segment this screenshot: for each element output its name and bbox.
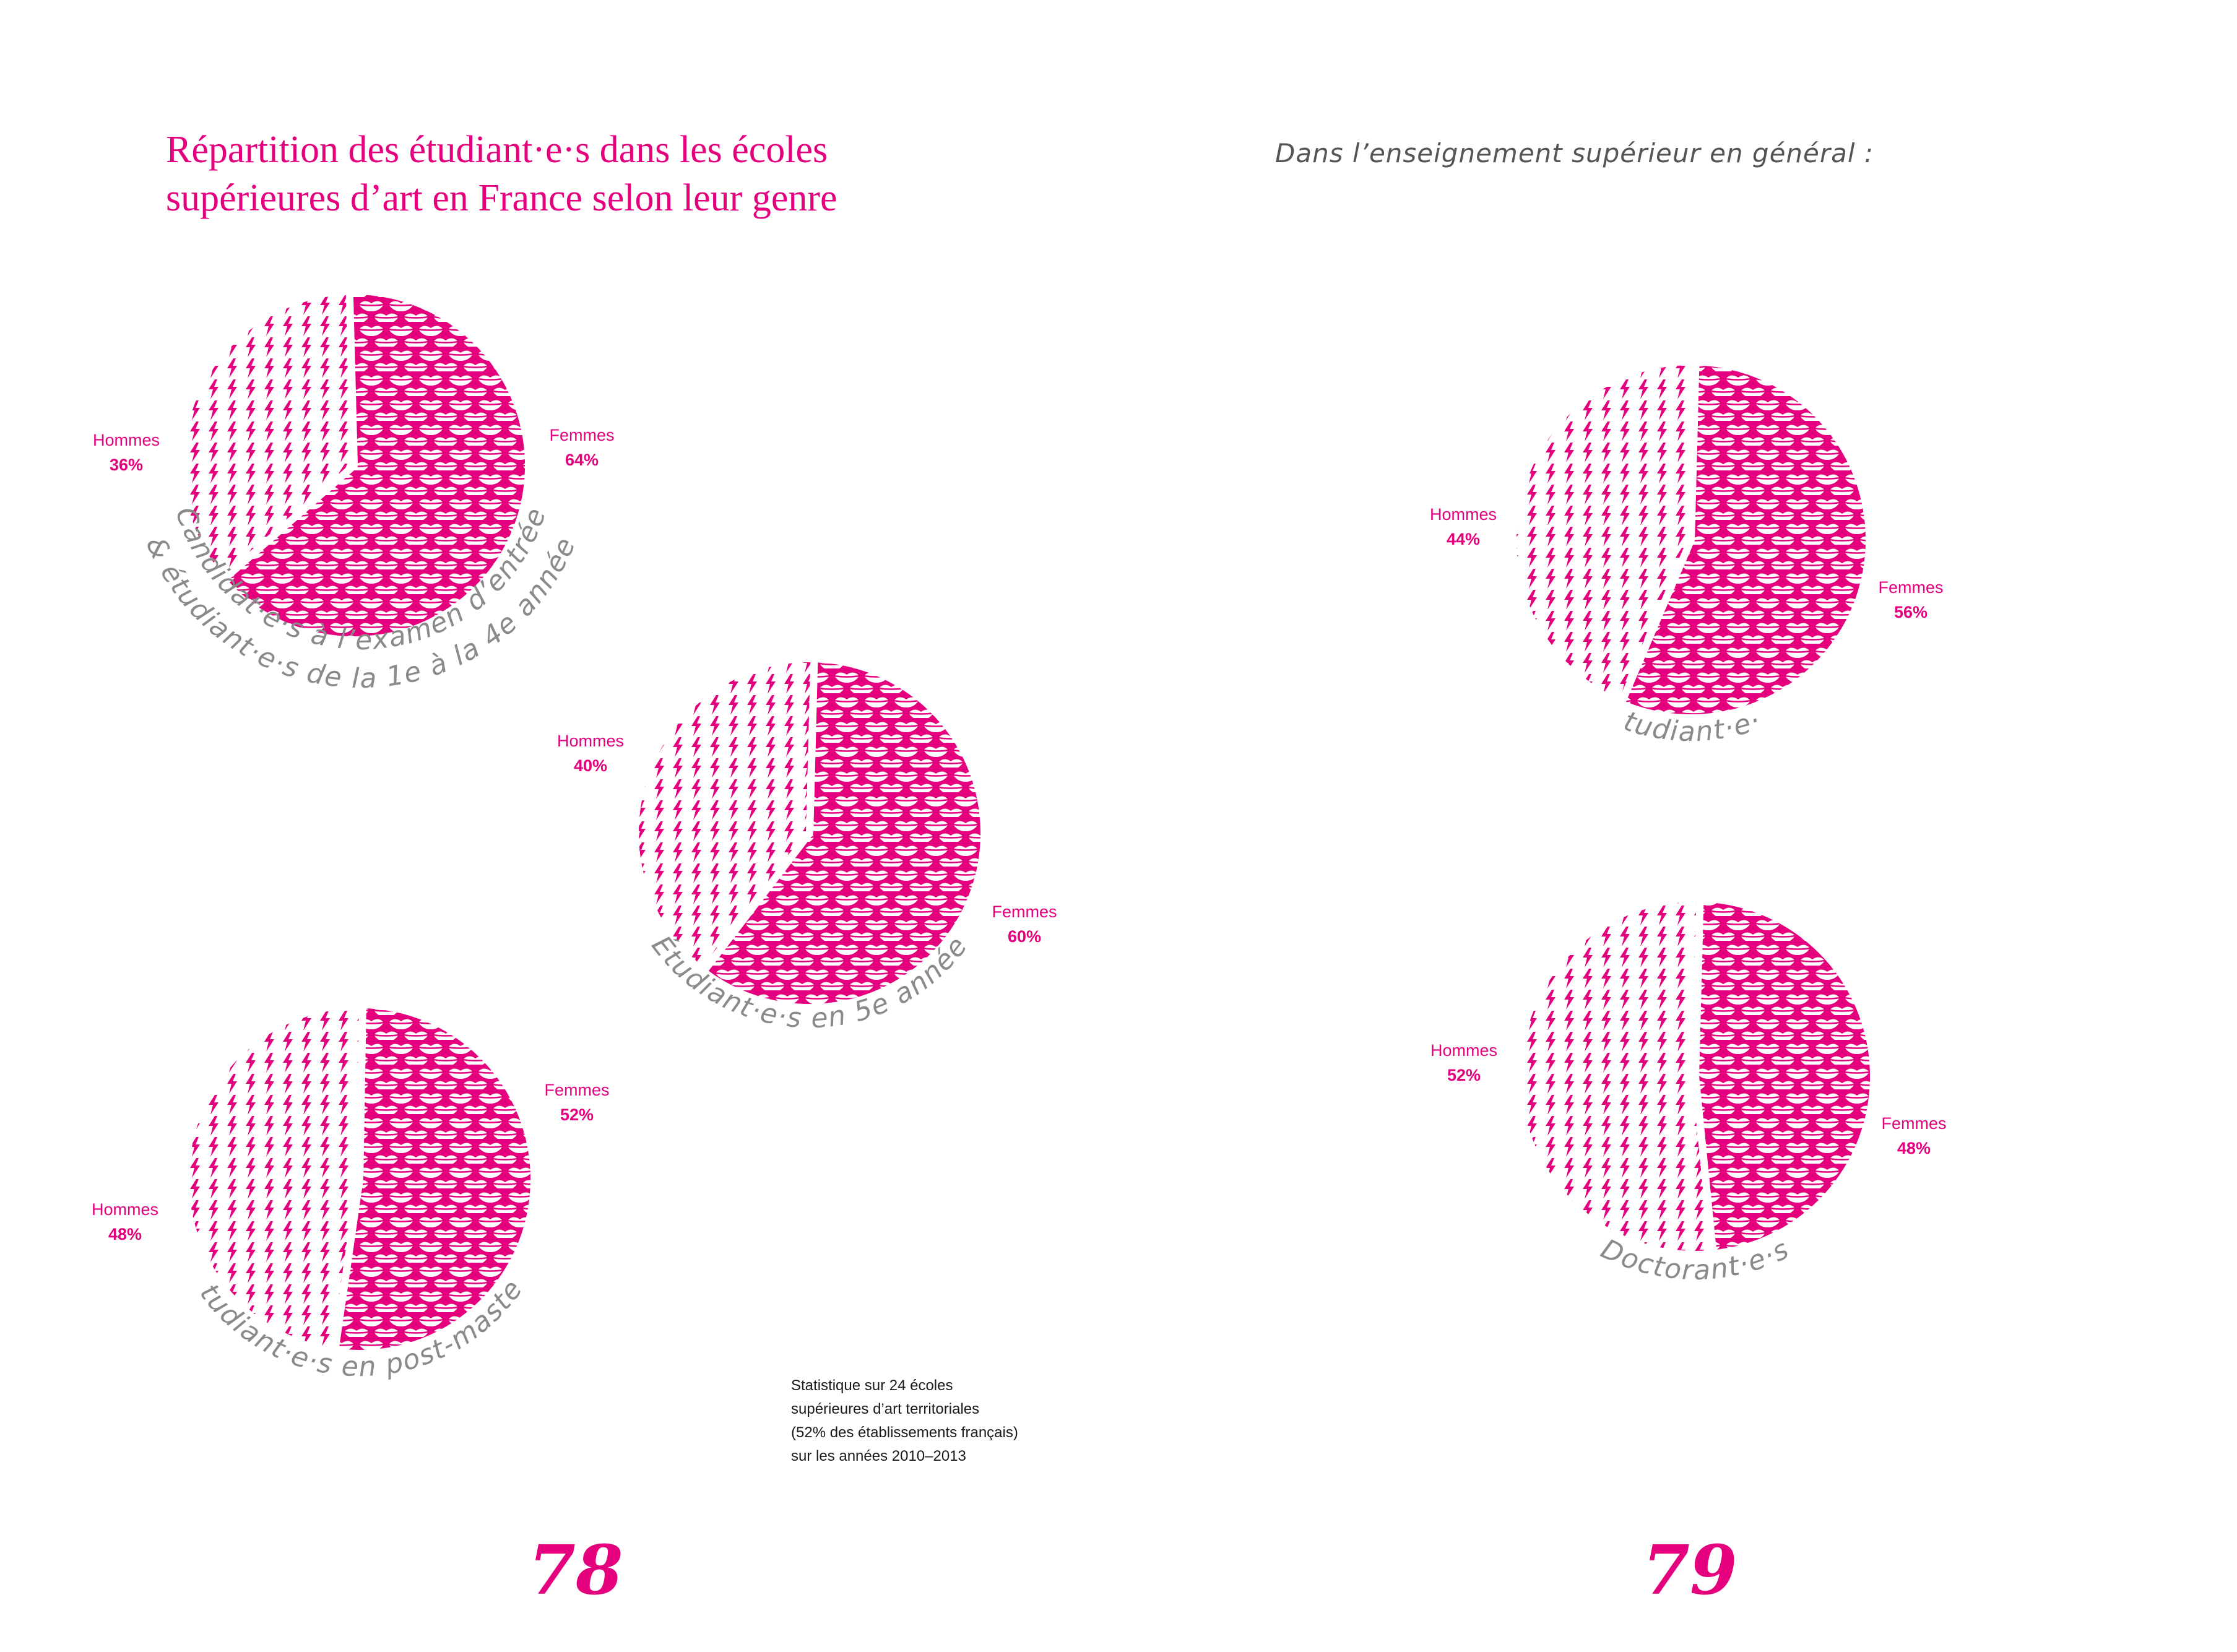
pie-slice-hommes — [181, 1001, 366, 1356]
slice-label-name: Hommes — [93, 431, 160, 449]
pie-slice-hommes — [1513, 894, 1717, 1258]
slice-label-femmes: Femmes 64% — [549, 426, 614, 469]
slice-label-value: 40% — [574, 756, 607, 775]
slice-label-value: 36% — [110, 456, 143, 474]
slice-label-femmes: Femmes 60% — [992, 902, 1057, 946]
pie-slice-femmes — [219, 287, 532, 644]
pie-slice-femmes — [1617, 358, 1873, 722]
slice-label-hommes: Hommes 36% — [93, 431, 160, 474]
slice-label-femmes: Femmes 56% — [1878, 578, 1943, 621]
slice-label-femmes: Femmes 52% — [544, 1081, 609, 1124]
pie-slice-hommes — [176, 287, 358, 584]
note-line-3: (52% des établissements français) — [791, 1424, 1018, 1441]
slice-label-hommes: Hommes 40% — [557, 732, 624, 775]
slice-label-hommes: Hommes 44% — [1430, 505, 1497, 548]
slice-label-value: 52% — [560, 1105, 594, 1124]
slice-label-value: 64% — [565, 451, 599, 469]
source-note: Statistique sur 24 écoles supérieures d’… — [791, 1377, 1018, 1464]
slice-label-name: Hommes — [557, 732, 624, 750]
slice-label-value: 56% — [1894, 603, 1928, 621]
pie-slice-femmes — [331, 1001, 538, 1357]
slice-label-hommes: Hommes 52% — [1430, 1041, 1497, 1084]
pie-slice-femmes — [699, 655, 988, 1011]
page-number-left: 78 — [528, 1530, 623, 1610]
title-line-1: Répartition des étudiant·e·s dans les éc… — [166, 129, 828, 171]
title: Répartition des étudiant·e·s dans les éc… — [166, 129, 837, 219]
slice-label-name: Femmes — [1878, 578, 1943, 597]
slice-label-name: Hommes — [92, 1200, 158, 1219]
slice-label-value: 48% — [1897, 1139, 1931, 1157]
slice-label-name: Hommes — [1430, 1041, 1497, 1060]
slice-label-value: 48% — [108, 1225, 142, 1243]
slice-label-name: Femmes — [544, 1081, 609, 1099]
title-line-2: supérieures d’art en France selon leur g… — [166, 177, 837, 219]
subtitle: Dans l’enseignement supérieur en général… — [1275, 138, 1874, 168]
slice-label-name: Femmes — [549, 426, 614, 444]
slice-label-name: Hommes — [1430, 505, 1497, 524]
slice-label-value: 60% — [1008, 927, 1041, 946]
slice-label-name: Femmes — [992, 902, 1057, 921]
slice-label-value: 52% — [1447, 1066, 1481, 1084]
pie-slice-hommes — [1509, 358, 1700, 707]
slice-label-value: 44% — [1447, 530, 1480, 548]
note-line-1: Statistique sur 24 écoles — [791, 1377, 953, 1394]
slice-label-hommes: Hommes 48% — [92, 1200, 158, 1243]
page-number-right: 79 — [1642, 1530, 1737, 1610]
pie-slice-hommes — [631, 655, 818, 975]
note-line-2: supérieures d’art territoriales — [791, 1401, 979, 1417]
note-line-4: sur les années 2010–2013 — [791, 1448, 966, 1464]
slice-label-name: Femmes — [1881, 1114, 1946, 1133]
slice-label-femmes: Femmes 48% — [1881, 1114, 1946, 1157]
pie-slice-femmes — [1692, 894, 1877, 1258]
